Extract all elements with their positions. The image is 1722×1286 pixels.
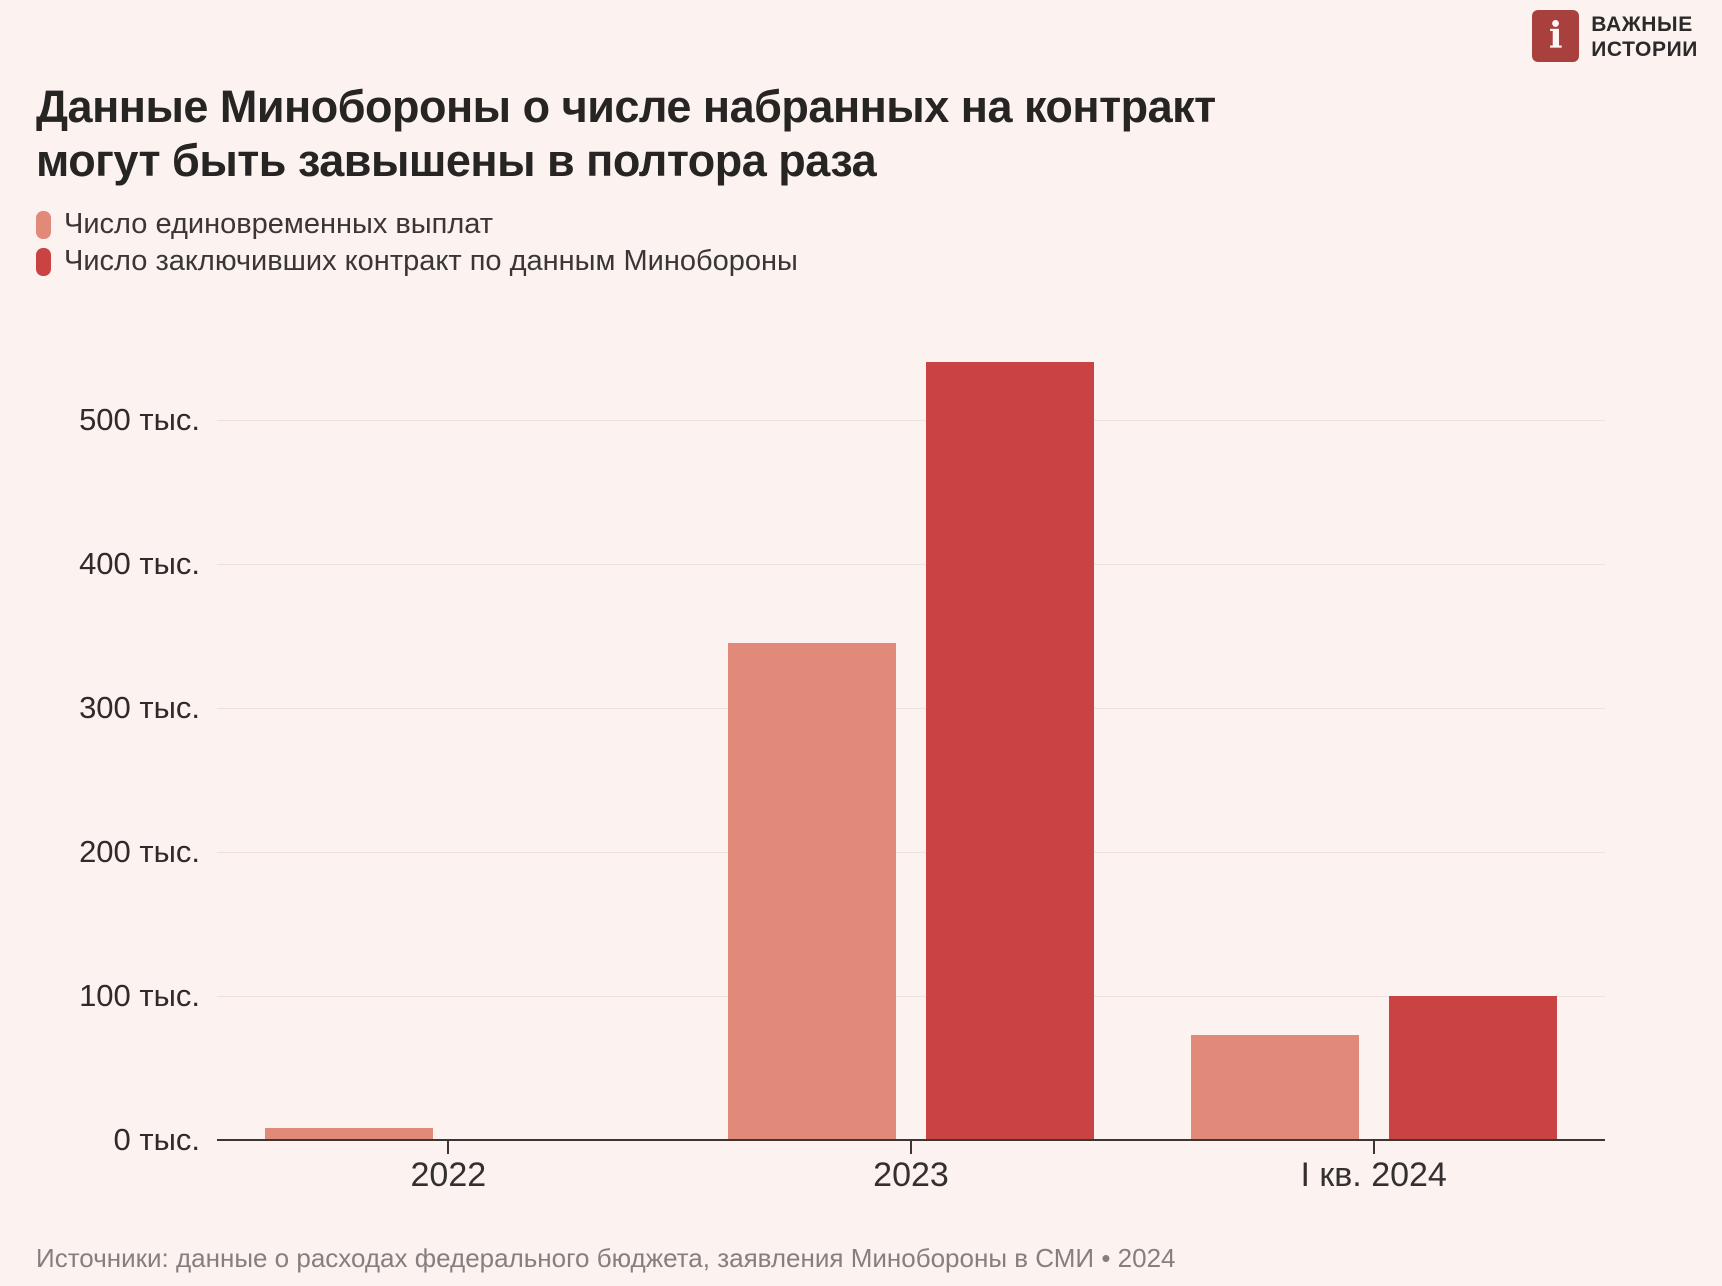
brand-logo: i ВАЖНЫЕ ИСТОРИИ	[1532, 10, 1698, 62]
legend-item-payments: Число единовременных выплат	[36, 206, 798, 243]
gridline	[217, 996, 1605, 997]
x-axis-line	[217, 1139, 1605, 1141]
bar	[265, 1128, 434, 1140]
chart-title-line1: Данные Минобороны о числе набранных на к…	[36, 81, 1216, 132]
chart-title-line2: могут быть завышены в полтора раза	[36, 135, 877, 186]
y-axis-tick-label: 0 тыс.	[113, 1122, 200, 1157]
y-axis-tick-label: 500 тыс.	[79, 402, 200, 437]
brand-name: ВАЖНЫЕ ИСТОРИИ	[1591, 10, 1698, 62]
chart-title: Данные Минобороны о числе набранных на к…	[36, 80, 1216, 188]
x-axis-tick	[1372, 1141, 1375, 1154]
istories-i-logo-icon: i	[1532, 10, 1580, 62]
y-axis-tick-label: 300 тыс.	[79, 690, 200, 725]
legend-label-payments: Число единовременных выплат	[64, 208, 494, 240]
legend-swatch-mod-contracts-icon	[36, 247, 51, 276]
bar	[1388, 996, 1557, 1140]
gridline	[217, 708, 1605, 709]
legend: Число единовременных выплат Число заключ…	[36, 206, 798, 280]
legend-item-mod-contracts: Число заключивших контракт по данным Мин…	[36, 243, 798, 280]
brand-name-line2: ИСТОРИИ	[1591, 38, 1698, 61]
y-axis-tick-label: 200 тыс.	[79, 834, 200, 869]
legend-swatch-payments-icon	[36, 210, 51, 239]
brand-name-line1: ВАЖНЫЕ	[1591, 13, 1693, 36]
y-axis-tick-label: 400 тыс.	[79, 546, 200, 581]
gridline	[217, 564, 1605, 565]
gridline	[217, 420, 1605, 421]
gridline	[217, 852, 1605, 853]
source-note: Источники: данные о расходах федеральног…	[36, 1243, 1176, 1273]
x-axis-category-label: 2022	[410, 1156, 487, 1194]
bar	[926, 362, 1094, 1140]
bar	[1190, 1034, 1359, 1140]
bar	[728, 643, 896, 1140]
x-axis-tick	[447, 1141, 450, 1154]
x-axis-category-label: I кв. 2024	[1300, 1156, 1447, 1194]
x-axis-tick	[910, 1141, 912, 1154]
x-axis-category-label: 2023	[873, 1156, 949, 1194]
y-axis-tick-label: 100 тыс.	[79, 978, 200, 1013]
legend-label-mod-contracts: Число заключивших контракт по данным Мин…	[64, 245, 798, 277]
